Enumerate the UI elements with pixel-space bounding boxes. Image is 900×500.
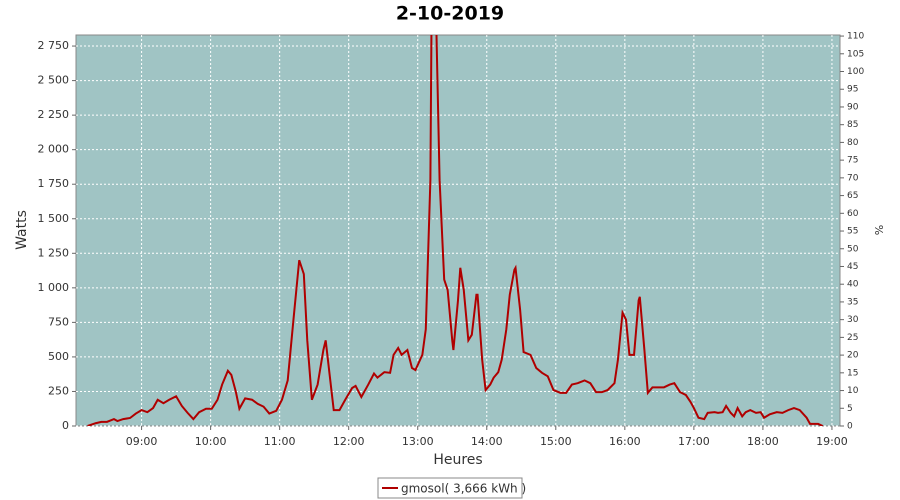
x-tick-label: 12:00 bbox=[333, 435, 365, 448]
legend-label: gmosol( 3,666 kWh ) bbox=[401, 482, 526, 496]
x-tick-label: 09:00 bbox=[126, 435, 158, 448]
y2-tick-label: 5 bbox=[847, 404, 853, 414]
y2-tick-label: 110 bbox=[847, 32, 864, 42]
y2-tick-label: 25 bbox=[847, 333, 858, 343]
x-tick-label: 13:00 bbox=[402, 435, 434, 448]
y-tick-label: 2 250 bbox=[38, 108, 70, 121]
x-tick-label: 18:00 bbox=[747, 435, 779, 448]
y2-tick-label: 75 bbox=[847, 156, 858, 166]
y-tick-label: 250 bbox=[48, 384, 69, 397]
y-tick-label: 2 500 bbox=[38, 74, 70, 87]
x-tick-label: 11:00 bbox=[264, 435, 296, 448]
y-tick-label: 2 000 bbox=[38, 143, 70, 156]
y2-tick-label: 15 bbox=[847, 368, 858, 378]
x-axis-label: Heures bbox=[433, 452, 482, 468]
x-tick-label: 19:00 bbox=[816, 435, 848, 448]
y2-tick-label: 70 bbox=[847, 173, 859, 183]
y-tick-label: 1 500 bbox=[38, 212, 70, 225]
x-tick-label: 16:00 bbox=[609, 435, 641, 448]
x-tick-label: 17:00 bbox=[678, 435, 710, 448]
y2-tick-label: 85 bbox=[847, 120, 858, 130]
y2-tick-label: 65 bbox=[847, 191, 858, 201]
y-tick-label: 1 000 bbox=[38, 281, 70, 294]
y2-tick-label: 55 bbox=[847, 227, 858, 237]
y-tick-label: 750 bbox=[48, 315, 69, 328]
x-tick-label: 14:00 bbox=[471, 435, 503, 448]
y2-tick-label: 50 bbox=[847, 244, 859, 254]
y2-tick-label: 60 bbox=[847, 209, 859, 219]
chart-title: 2-10-2019 bbox=[396, 3, 504, 25]
y2-axis-label: % bbox=[873, 225, 886, 235]
y2-tick-label: 10 bbox=[847, 386, 859, 396]
legend bbox=[377, 477, 523, 499]
y-tick-label: 500 bbox=[48, 350, 69, 363]
y-axis-label: Watts bbox=[14, 210, 30, 250]
y2-tick-label: 30 bbox=[847, 315, 859, 325]
x-tick-label: 15:00 bbox=[540, 435, 572, 448]
y2-tick-label: 40 bbox=[847, 280, 859, 290]
y2-tick-label: 20 bbox=[847, 351, 859, 361]
data-line bbox=[87, 35, 824, 426]
x-tick-label: 10:00 bbox=[195, 435, 227, 448]
y2-tick-label: 105 bbox=[847, 49, 864, 59]
y2-tick-label: 90 bbox=[847, 102, 859, 112]
y-tick-label: 0 bbox=[62, 419, 69, 432]
y2-tick-label: 80 bbox=[847, 138, 859, 148]
y2-tick-label: 45 bbox=[847, 262, 858, 272]
y2-tick-label: 35 bbox=[847, 297, 858, 307]
plot-area bbox=[75, 34, 841, 427]
y2-tick-label: 0 bbox=[847, 422, 853, 432]
y-tick-label: 2 750 bbox=[38, 39, 70, 52]
y2-tick-label: 95 bbox=[847, 85, 858, 95]
y-tick-label: 1 750 bbox=[38, 177, 70, 190]
y-tick-label: 1 250 bbox=[38, 246, 70, 259]
y2-tick-label: 100 bbox=[847, 67, 864, 77]
